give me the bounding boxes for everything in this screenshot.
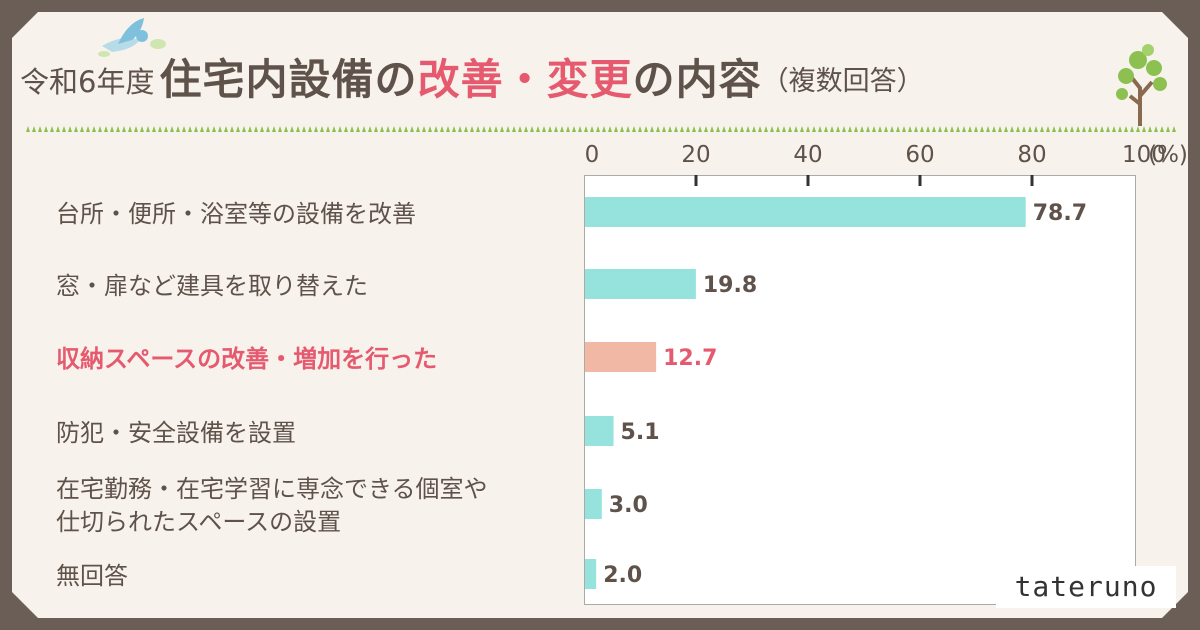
page-title: 令和6年度 住宅内設備の改善・変更の内容（複数回答） <box>20 46 924 107</box>
bar <box>585 489 602 519</box>
x-tick-label: 0 <box>585 142 600 168</box>
bar <box>585 197 1026 227</box>
category-label: 防犯・安全設備を設置 <box>56 417 296 450</box>
category-label-line: 台所・便所・浴室等の設備を改善 <box>56 199 416 228</box>
title-year: 令和6年度 <box>20 65 155 99</box>
chart-panel <box>584 175 1136 605</box>
tree-icon <box>1116 44 1167 126</box>
category-label-line: 防犯・安全設備を設置 <box>56 418 296 447</box>
category-label-line: 在宅勤務・在宅学習に専念できる個室や <box>56 475 488 503</box>
category-label: 収納スペースの改善・増加を行った <box>56 343 437 376</box>
bar-value-label: 12.7 <box>663 346 717 371</box>
title-main-suffix: の内容 <box>632 55 762 104</box>
title-main-prefix: 住宅内設備の <box>159 55 418 104</box>
x-unit-label: (%) <box>1148 142 1188 168</box>
bar <box>585 559 597 589</box>
category-label-line: 収納スペースの改善・増加を行った <box>56 344 438 373</box>
x-tick-label: 40 <box>793 142 822 168</box>
card-corner <box>12 12 38 38</box>
bar <box>585 269 696 299</box>
bar-value-label: 78.7 <box>1033 201 1087 226</box>
bar-value-label: 2.0 <box>603 563 642 588</box>
category-label: 台所・便所・浴室等の設備を改善 <box>56 198 416 231</box>
card-corner <box>1162 12 1188 38</box>
category-label: 在宅勤務・在宅学習に専念できる個室や 仕切られたスペースの設置 <box>56 473 488 539</box>
bar-value-label: 19.8 <box>703 273 757 298</box>
title-highlight: 改善・変更 <box>417 55 633 104</box>
bird-icon <box>98 18 166 57</box>
bar-value-label: 3.0 <box>609 493 648 518</box>
category-label-line: 仕切られたスペースの設置 <box>56 508 342 536</box>
bar <box>585 342 657 372</box>
x-tick-label: 80 <box>1017 142 1046 168</box>
bar-value-label: 5.1 <box>621 420 660 445</box>
x-tick-label: 60 <box>905 142 934 168</box>
bar <box>585 416 614 446</box>
x-tick-label: 100 <box>1122 142 1166 168</box>
category-label: 無回答 <box>56 560 128 593</box>
category-label: 窓・扉など建具を取り替えた <box>56 270 368 303</box>
grass-divider <box>26 126 1176 132</box>
category-label-line: 無回答 <box>56 561 128 590</box>
card-corner <box>12 592 38 618</box>
category-label-line: 窓・扉など建具を取り替えた <box>56 271 368 300</box>
brand-logo: tateruno <box>996 566 1176 608</box>
x-tick-label: 20 <box>681 142 710 168</box>
title-subtitle: （複数回答） <box>761 66 924 97</box>
